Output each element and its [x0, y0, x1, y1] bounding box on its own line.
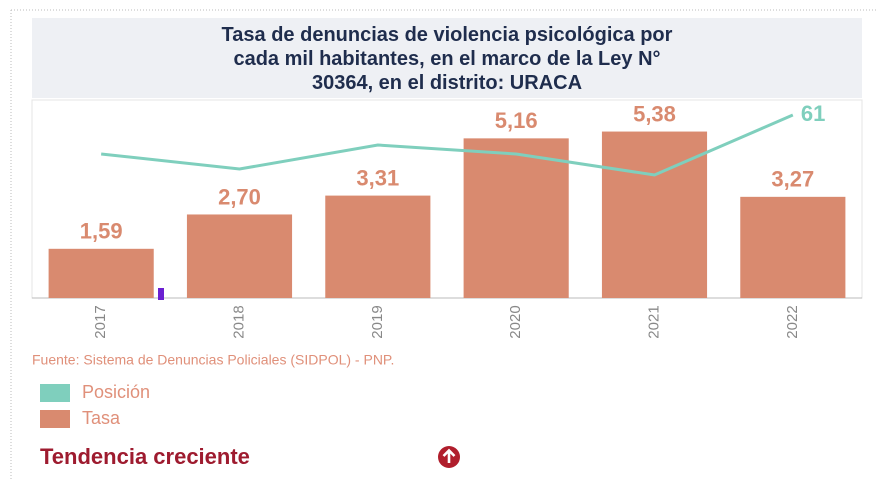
x-tick-label: 2022 — [784, 305, 801, 338]
line-series — [101, 113, 794, 177]
data-label: 3,31 — [356, 165, 399, 190]
data-label: 5,38 — [633, 101, 676, 126]
trend-arrow — [442, 448, 456, 463]
data-label: 3,27 — [771, 167, 814, 192]
bar — [740, 196, 846, 298]
chart-title: Tasa de denuncias de violencia psicológi… — [222, 24, 673, 94]
x-tick-label: 2019 — [369, 305, 386, 338]
marker-decoration — [158, 288, 164, 300]
x-tick-label: 2021 — [645, 305, 662, 338]
legend-label: Tasa — [82, 408, 121, 428]
data-label: 1,59 — [80, 219, 123, 244]
bar — [601, 131, 708, 298]
data-label: 5,16 — [495, 108, 538, 133]
x-tick-label: 2017 — [92, 305, 109, 338]
title-box — [32, 18, 862, 98]
bar — [48, 248, 154, 298]
legend-swatch — [40, 410, 70, 428]
legend-label: Posición — [82, 382, 150, 402]
x-tick-label: 2018 — [230, 305, 247, 338]
legend-swatch — [40, 384, 70, 402]
data-label: 61 — [801, 101, 825, 126]
data-label: 2,70 — [218, 184, 261, 209]
source-note: Fuente: Sistema de Denuncias Policiales … — [32, 352, 394, 368]
plot-area — [31, 99, 863, 299]
bar — [463, 138, 569, 298]
bar — [325, 195, 431, 298]
bar — [186, 214, 293, 298]
trend-label: Tendencia creciente — [40, 444, 250, 469]
x-tick-label: 2020 — [507, 305, 524, 338]
